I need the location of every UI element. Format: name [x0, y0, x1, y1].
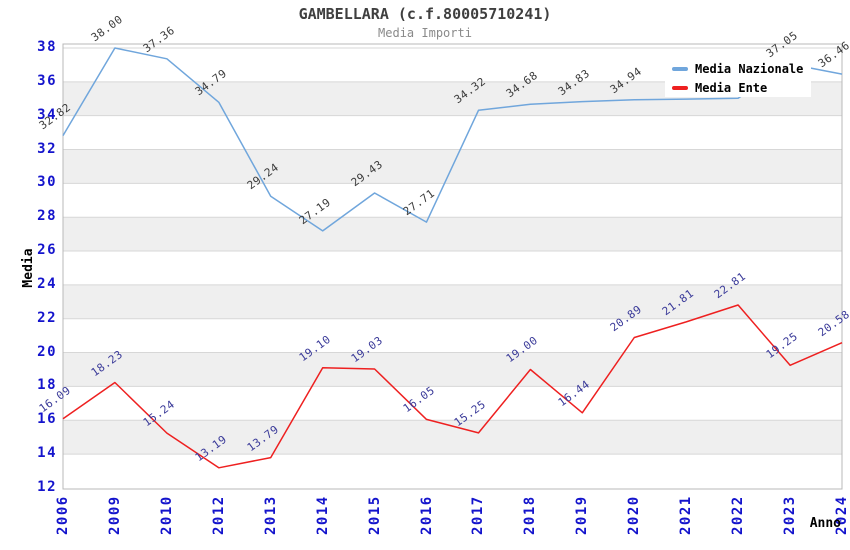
legend-label-media-nazionale: Media Nazionale [695, 61, 804, 76]
y-tick-label: 14 [37, 445, 57, 462]
legend-swatch-media-ente-icon [672, 85, 688, 90]
x-tick-label: 2022 [730, 495, 747, 535]
y-tick-label: 36 [37, 72, 57, 89]
legend: Media Nazionale Media Ente [665, 59, 811, 97]
y-tick-label: 18 [37, 377, 57, 394]
x-tick-label: 2013 [262, 495, 279, 535]
x-tick-label: 2012 [210, 495, 227, 535]
background-band [63, 420, 842, 455]
y-tick-label: 24 [37, 275, 57, 292]
series-line-media-ente [62, 304, 843, 469]
x-axis-title: Anno [809, 516, 841, 531]
y-axis-title: Media [21, 248, 36, 288]
legend-item-media-nazionale: Media Nazionale [665, 59, 811, 78]
plot-border [62, 43, 843, 490]
legend-item-media-ente: Media Ente [665, 78, 811, 97]
y-tick-label: 22 [37, 309, 57, 326]
x-tick-label: 2009 [106, 495, 123, 535]
x-tick-label: 2015 [366, 495, 383, 535]
legend-swatch-media-nazionale-icon [672, 66, 688, 71]
series-line-media-nazionale [62, 47, 843, 232]
x-tick-label: 2019 [574, 495, 591, 535]
legend-label-media-ente: Media Ente [695, 80, 768, 95]
x-tick-label: 2020 [626, 495, 643, 535]
chart-subtitle: Media Importi [378, 26, 472, 40]
y-tick-label: 38 [37, 39, 57, 55]
x-tick-label: 2018 [522, 495, 539, 535]
background-band [63, 217, 842, 252]
background-band [63, 352, 842, 387]
y-tick-label: 26 [37, 242, 57, 259]
y-tick-label: 30 [37, 174, 57, 191]
x-tick-label: 2016 [418, 495, 435, 535]
y-tick-label: 12 [37, 478, 57, 495]
x-tick-label: 2006 [55, 495, 71, 535]
x-tick-label: 2014 [314, 495, 331, 535]
y-tick-label: 16 [37, 411, 57, 428]
y-tick-label: 28 [37, 208, 57, 225]
chart-title: GAMBELLARA (c.f.80005710241) [298, 5, 552, 23]
x-tick-label: 2010 [158, 495, 175, 535]
y-tick-label: 34 [37, 106, 57, 123]
y-tick-label: 20 [37, 343, 57, 360]
x-tick-label: 2017 [470, 495, 487, 535]
x-tick-label: 2021 [678, 495, 695, 535]
y-tick-label: 32 [37, 140, 57, 157]
